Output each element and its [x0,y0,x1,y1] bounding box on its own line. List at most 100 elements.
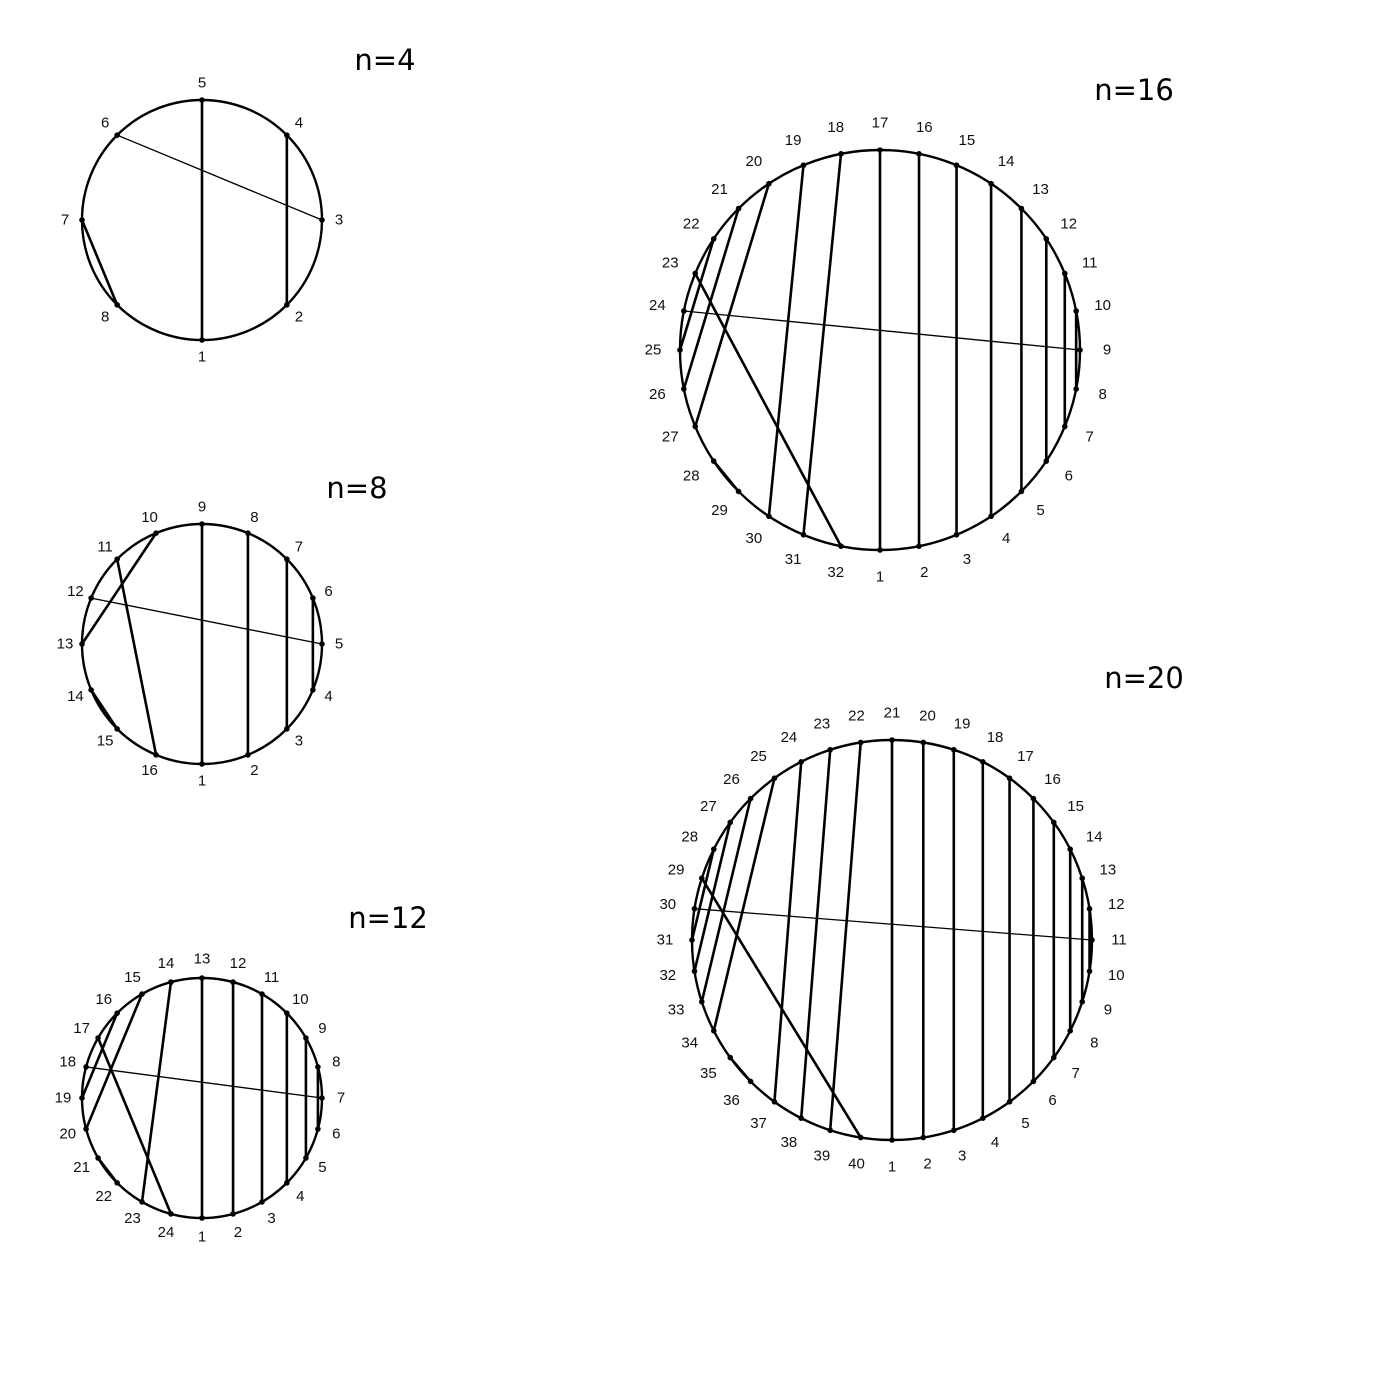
node-dot-23 [827,746,833,753]
node-label-8: 8 [250,509,258,526]
node-dot-6 [1043,458,1050,464]
chord-7-18 [86,1066,323,1099]
chord-18-31 [802,153,843,535]
node-label-28: 28 [681,828,698,845]
node-dot-12 [1086,905,1093,912]
node-dot-33 [698,999,705,1005]
node-dot-8 [114,302,120,308]
node-dot-20 [766,180,772,187]
node-label-4: 4 [1002,530,1010,547]
node-dot-16 [114,1010,120,1016]
node-dot-10 [1073,308,1079,314]
node-dot-4 [988,513,994,520]
node-label-5: 5 [1021,1115,1029,1132]
node-label-20: 20 [746,153,763,170]
node-label-12: 12 [1108,896,1125,913]
node-label-6: 6 [101,115,109,132]
node-label-7: 7 [337,1090,345,1107]
node-dot-5 [319,641,325,647]
node-label-17: 17 [73,1020,90,1037]
node-dot-13 [1018,205,1025,212]
chord-5-12 [91,597,323,645]
chord-17-24 [96,1037,173,1215]
node-dot-10 [153,530,159,536]
chord-26-33 [700,798,752,1003]
node-label-4: 4 [324,688,332,705]
node-label-6: 6 [332,1125,340,1142]
node-dot-2 [284,302,290,308]
node-label-2: 2 [295,308,303,325]
node-dot-3 [284,726,290,732]
node-label-31: 31 [785,551,802,568]
node-label-40: 40 [848,1156,865,1173]
chord-diagram-n20: n=201 2 3456789101112131415161718192021222… [657,661,1184,1176]
node-label-3: 3 [963,551,971,568]
node-label-1: 1 [888,1159,896,1176]
node-dot-12 [230,979,236,985]
node-dot-34 [711,1028,717,1034]
node-label-21: 21 [73,1159,90,1176]
chord-22-39 [828,742,863,1131]
node-dot-5 [303,1155,309,1161]
node-label-5: 5 [198,75,206,92]
chord-20-27 [693,183,771,427]
node-dot-32 [691,968,698,975]
node-label-10: 10 [292,991,309,1008]
node-label-7: 7 [61,212,69,229]
node-dot-5 [199,97,205,103]
node-dot-29 [735,488,742,495]
chord-19-30 [767,165,805,517]
node-label-4: 4 [991,1134,999,1151]
node-label-21: 21 [711,181,728,198]
node-label-25: 25 [645,342,662,359]
node-dot-38 [798,1115,804,1121]
chord-diagram-n4: n=4 1 2 3 4 5 6 7 8 [61,43,416,366]
node-label-1: 1 [198,773,206,790]
node-label-4: 4 [295,115,303,132]
chord-diagram-n12: n=121 23456789101112131415161718192021222… [55,901,428,1246]
node-label-16: 16 [95,991,112,1008]
node-dot-1 [877,547,883,553]
node-label-7: 7 [1071,1065,1079,1082]
node-dot-36 [747,1078,754,1085]
node-label-22: 22 [683,215,700,232]
node-label-13: 13 [194,951,211,968]
node-dot-13 [199,975,205,981]
chord-14-23 [140,981,173,1203]
node-dot-24 [681,308,687,314]
diagram-title: n=8 [326,471,387,505]
node-dot-8 [1073,386,1079,392]
node-dot-35 [727,1054,733,1061]
node-dot-30 [766,513,772,520]
node-dot-3 [319,217,325,223]
chord-diagram-n16: n=161 23456789101112131415161718192021222… [645,73,1174,586]
node-dot-4 [284,1180,290,1186]
node-label-15: 15 [124,969,141,986]
node-label-24: 24 [649,297,666,314]
node-dot-20 [83,1126,89,1132]
node-dot-7 [1061,423,1068,430]
node-label-16: 16 [141,762,158,779]
node-dot-15 [114,726,120,732]
node-label-25: 25 [750,748,767,765]
node-dot-23 [692,270,699,277]
chord-21-22 [97,1157,119,1184]
node-dot-5 [1018,488,1025,495]
node-label-31: 31 [657,932,674,949]
chord-3-6 [116,134,323,221]
node-dot-16 [1030,795,1037,802]
node-dot-30 [691,905,698,912]
node-label-39: 39 [814,1147,831,1164]
node-label-6: 6 [324,583,332,600]
node-dot-22 [114,1180,120,1186]
node-dot-39 [827,1127,833,1134]
node-dot-16 [916,151,922,157]
chord-35-36 [729,1056,752,1083]
node-label-15: 15 [97,732,114,749]
node-label-29: 29 [711,502,728,519]
node-dot-13 [1079,875,1086,881]
chord-28-31 [690,848,716,941]
node-dot-14 [1067,846,1073,852]
node-dot-7 [319,1095,325,1101]
